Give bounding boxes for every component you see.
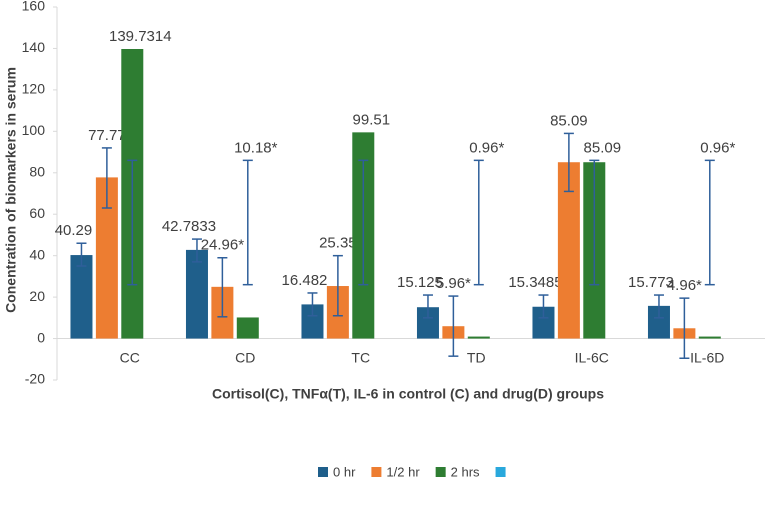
y-tick-label: 160 (22, 0, 46, 14)
bar (301, 304, 324, 339)
x-tick-label: IL-6C (575, 349, 609, 365)
data-label: 40.29 (55, 222, 93, 239)
legend-label: 2 hrs (451, 464, 480, 479)
data-label: 99.51 (353, 111, 391, 128)
legend-swatch (495, 467, 506, 477)
y-tick-label: 100 (22, 122, 46, 138)
y-tick-label: 20 (29, 288, 45, 304)
bar (416, 307, 439, 339)
bar (698, 336, 721, 339)
bar (185, 249, 208, 339)
legend-swatch (371, 467, 382, 477)
data-label: 15.773 (628, 274, 674, 291)
x-tick-label: IL-6D (690, 349, 724, 365)
x-axis-title: Cortisol(C), TNFα(T), IL-6 in control (C… (212, 386, 604, 402)
y-tick-label: 40 (29, 246, 45, 262)
y-tick-label: 80 (29, 163, 45, 179)
bar (70, 255, 93, 339)
data-label: 85.09 (584, 139, 622, 156)
legend-swatch (318, 467, 328, 477)
data-label: 0.96* (700, 139, 735, 156)
y-tick-label: -20 (25, 371, 45, 387)
y-tick-label: 140 (22, 39, 46, 55)
data-label: 16.482 (282, 272, 328, 289)
bar (647, 305, 670, 339)
x-tick-label: CC (120, 349, 140, 365)
data-label: 24.96* (201, 237, 245, 254)
data-label: 5.96* (436, 275, 471, 292)
data-label: 15.3485 (508, 274, 562, 291)
data-label: 10.18* (234, 139, 278, 156)
data-label: 0.96* (469, 139, 504, 156)
data-label: 42.7833 (162, 218, 216, 235)
legend-label: 1/2 hr (386, 464, 420, 479)
legend-label: 0 hr (333, 464, 356, 479)
data-label: 4.96* (667, 277, 702, 294)
bar (467, 336, 490, 339)
bar (95, 177, 118, 339)
x-tick-label: TD (467, 349, 486, 365)
data-label: 25.35 (319, 235, 357, 252)
y-axis-title: Conentration of biomarkers in serum (3, 67, 19, 313)
data-label: 77.77 (88, 127, 126, 144)
data-label: 139.7314 (109, 28, 172, 45)
y-tick-label: 120 (22, 81, 46, 97)
legend-swatch (435, 467, 446, 477)
data-label: 85.09 (550, 112, 588, 129)
bar (532, 306, 555, 339)
y-tick-label: 60 (29, 205, 45, 221)
x-tick-label: TC (351, 349, 370, 365)
bar (236, 317, 259, 339)
data-label: 15.125 (397, 274, 443, 291)
y-tick-label: 0 (37, 329, 45, 345)
bar (557, 162, 580, 339)
x-tick-label: CD (235, 349, 255, 365)
